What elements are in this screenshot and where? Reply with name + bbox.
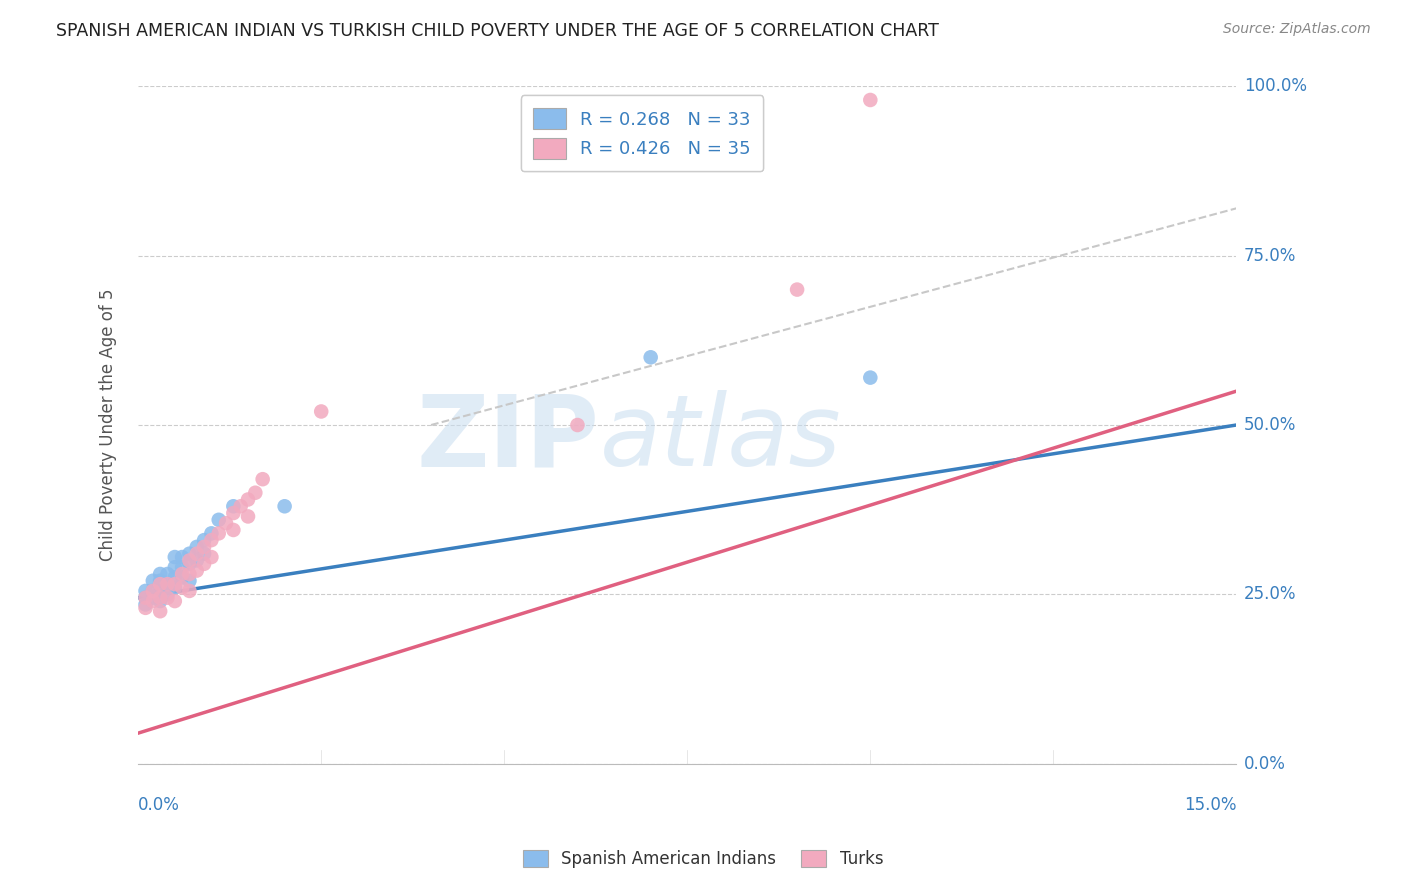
Point	[149, 604, 172, 618]
Point	[172, 581, 194, 595]
Point	[567, 417, 589, 432]
Point	[200, 550, 222, 565]
Point	[222, 523, 245, 537]
Point	[208, 526, 231, 541]
Point	[149, 591, 172, 605]
Point	[229, 500, 252, 514]
Point	[236, 492, 259, 507]
Point	[149, 574, 172, 588]
Point	[156, 587, 179, 601]
Point	[142, 594, 165, 608]
Point	[186, 547, 208, 561]
Legend: R = 0.268   N = 33, R = 0.426   N = 35: R = 0.268 N = 33, R = 0.426 N = 35	[520, 95, 763, 171]
Point	[142, 591, 165, 605]
Point	[252, 472, 274, 486]
Point	[640, 351, 662, 365]
Point	[149, 583, 172, 598]
Point	[179, 566, 201, 581]
Point	[245, 485, 267, 500]
Point	[179, 557, 201, 571]
Point	[236, 509, 259, 524]
Point	[172, 566, 194, 581]
Point	[200, 533, 222, 548]
Point	[142, 583, 165, 598]
Point	[179, 583, 201, 598]
Point	[222, 506, 245, 520]
Text: atlas: atlas	[599, 390, 841, 487]
Point	[156, 581, 179, 595]
Point	[859, 370, 882, 384]
Text: Source: ZipAtlas.com: Source: ZipAtlas.com	[1223, 22, 1371, 37]
Point	[156, 566, 179, 581]
Point	[163, 581, 186, 595]
Point	[163, 577, 186, 591]
Point	[193, 547, 215, 561]
Point	[149, 566, 172, 581]
Point	[149, 594, 172, 608]
Point	[193, 557, 215, 571]
Point	[309, 404, 332, 418]
Point	[273, 500, 295, 514]
Point	[134, 600, 156, 615]
Point	[172, 550, 194, 565]
Point	[156, 577, 179, 591]
Point	[172, 570, 194, 584]
Text: 0.0%: 0.0%	[138, 796, 180, 814]
Text: ZIP: ZIP	[416, 390, 599, 487]
Text: 100.0%: 100.0%	[1244, 78, 1306, 95]
Text: 50.0%: 50.0%	[1244, 416, 1296, 434]
Y-axis label: Child Poverty Under the Age of 5: Child Poverty Under the Age of 5	[100, 289, 117, 561]
Point	[200, 526, 222, 541]
Point	[215, 516, 238, 531]
Point	[786, 283, 808, 297]
Text: 0.0%: 0.0%	[1244, 755, 1285, 772]
Point	[163, 560, 186, 574]
Point	[149, 577, 172, 591]
Point	[186, 553, 208, 567]
Point	[156, 591, 179, 605]
Point	[179, 574, 201, 588]
Point	[134, 598, 156, 612]
Point	[186, 564, 208, 578]
Text: SPANISH AMERICAN INDIAN VS TURKISH CHILD POVERTY UNDER THE AGE OF 5 CORRELATION : SPANISH AMERICAN INDIAN VS TURKISH CHILD…	[56, 22, 939, 40]
Point	[163, 594, 186, 608]
Point	[193, 540, 215, 554]
Point	[179, 547, 201, 561]
Point	[172, 560, 194, 574]
Point	[142, 583, 165, 598]
Text: 75.0%: 75.0%	[1244, 247, 1296, 265]
Point	[134, 591, 156, 605]
Point	[222, 500, 245, 514]
Text: 15.0%: 15.0%	[1184, 796, 1236, 814]
Text: 25.0%: 25.0%	[1244, 585, 1296, 603]
Legend: Spanish American Indians, Turks: Spanish American Indians, Turks	[516, 843, 890, 875]
Point	[193, 533, 215, 548]
Point	[142, 574, 165, 588]
Point	[859, 93, 882, 107]
Point	[163, 570, 186, 584]
Point	[186, 540, 208, 554]
Point	[134, 583, 156, 598]
Point	[208, 513, 231, 527]
Point	[134, 591, 156, 605]
Point	[179, 553, 201, 567]
Point	[163, 550, 186, 565]
